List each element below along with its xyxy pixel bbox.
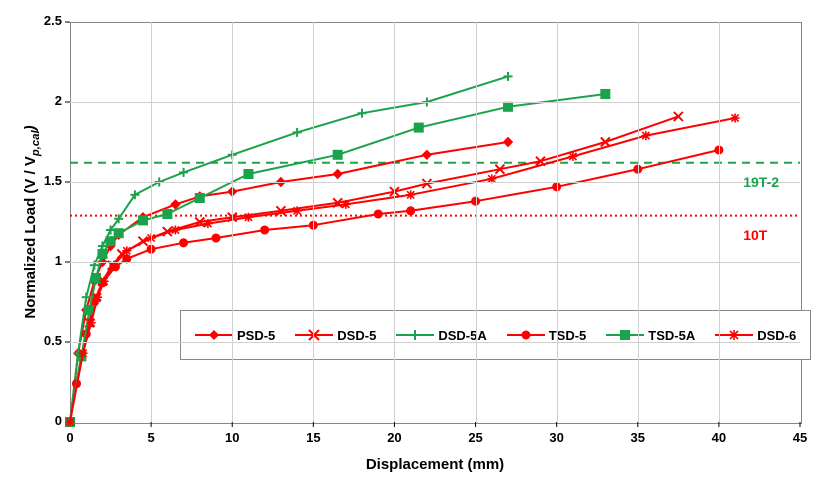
chart-legend: PSD-5 DSD-5 DSD-5A TSD-5 TSD-5A DSD-6 — [180, 310, 811, 360]
grid-v — [476, 22, 477, 422]
x-tick-label: 35 — [618, 430, 658, 445]
grid-v — [394, 22, 395, 422]
y-tick-label: 1.5 — [44, 173, 62, 188]
x-tick-label: 5 — [131, 430, 171, 445]
y-tick-label: 0 — [55, 413, 62, 428]
y-tick-label: 1 — [55, 253, 62, 268]
grid-v — [557, 22, 558, 422]
grid-h — [70, 102, 800, 103]
x-tick-label: 25 — [456, 430, 496, 445]
grid-v — [719, 22, 720, 422]
grid-h — [70, 262, 800, 263]
legend-label: TSD-5A — [648, 328, 695, 343]
x-axis-title: Displacement (mm) — [70, 456, 800, 473]
ref-line-label: 10T — [743, 227, 767, 243]
y-axis-title: Normalized Load (V / Vp,cal) — [22, 82, 42, 362]
legend-label: DSD-5 — [337, 328, 376, 343]
legend-label: TSD-5 — [549, 328, 587, 343]
plot-area — [70, 22, 802, 424]
ref-line-label: 19T-2 — [743, 174, 779, 190]
legend-label: DSD-6 — [757, 328, 796, 343]
x-tick-label: 15 — [293, 430, 333, 445]
y-tick-label: 2 — [55, 93, 62, 108]
grid-v — [313, 22, 314, 422]
y-tick-label: 2.5 — [44, 13, 62, 28]
legend-label: PSD-5 — [237, 328, 275, 343]
x-tick-label: 45 — [780, 430, 820, 445]
grid-v — [232, 22, 233, 422]
grid-h — [70, 182, 800, 183]
y-tick-label: 0.5 — [44, 333, 62, 348]
chart-figure: PSD-5 DSD-5 DSD-5A TSD-5 TSD-5A DSD-6 0 0.5 1 1.… — [0, 0, 820, 504]
grid-v — [638, 22, 639, 422]
x-tick-label: 10 — [212, 430, 252, 445]
grid-h — [70, 342, 800, 343]
legend-label: DSD-5A — [438, 328, 486, 343]
x-tick-label: 20 — [374, 430, 414, 445]
x-tick-label: 30 — [537, 430, 577, 445]
grid-v — [151, 22, 152, 422]
x-tick-label: 40 — [699, 430, 739, 445]
x-tick-label: 0 — [50, 430, 90, 445]
